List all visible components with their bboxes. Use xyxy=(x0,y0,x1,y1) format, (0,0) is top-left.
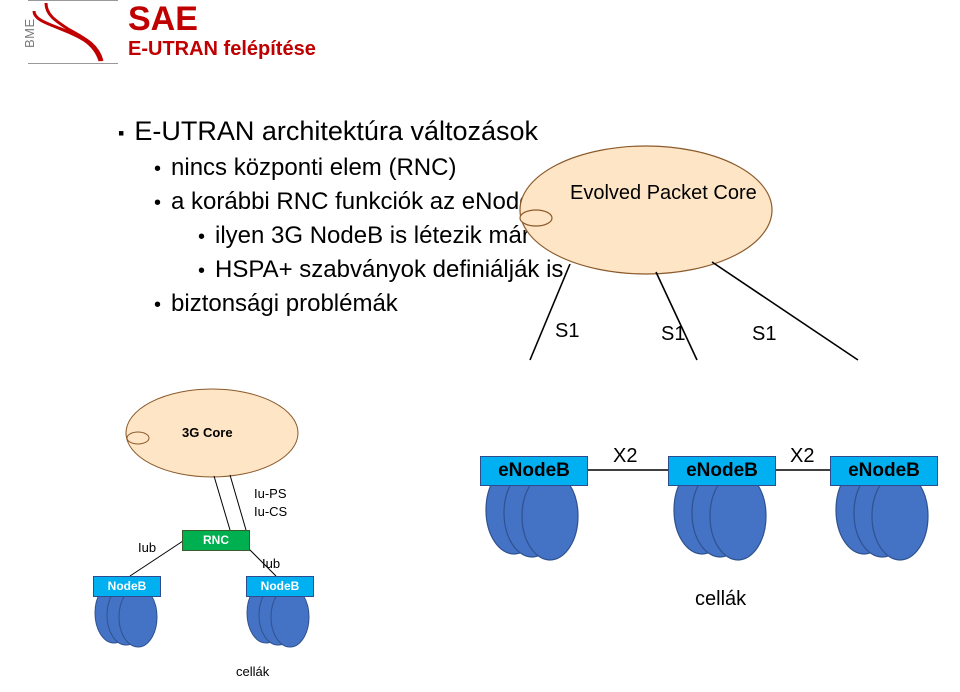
3gcore-label: 3G Core xyxy=(182,425,233,440)
cells-label-left: cellák xyxy=(236,664,269,679)
nodeb-box-1: NodeB xyxy=(246,576,314,597)
s1-label-c: S1 xyxy=(752,323,776,346)
bullet-l1a: •nincs központi elem (RNC) xyxy=(154,154,878,184)
logo-box xyxy=(28,0,118,64)
cells-label-right: cellák xyxy=(695,588,746,611)
iub-right-label: Iub xyxy=(262,556,280,571)
iub-left-label: Iub xyxy=(138,540,156,555)
s1-label-a: S1 xyxy=(555,320,579,343)
bullet-l2a: •ilyen 3G NodeB is létezik már xyxy=(198,222,878,252)
enodeb-box-1: eNodeB xyxy=(668,456,776,486)
page-subtitle: E-UTRAN felépítése xyxy=(128,38,316,61)
page-title: SAE xyxy=(128,2,316,36)
enodeb-box-0: eNodeB xyxy=(480,456,588,486)
content-block: ▪E-UTRAN architektúra változások •nincs … xyxy=(118,116,878,324)
iu-cs-label: Iu-CS xyxy=(254,504,287,519)
x2-label-b: X2 xyxy=(790,445,814,468)
bullet-l0: ▪E-UTRAN architektúra változások xyxy=(118,116,878,150)
bullet-l1b: •a korábbi RNC funkciók az eNodeB-ben xyxy=(154,188,878,218)
x2-label-a: X2 xyxy=(613,445,637,468)
bullet-l1c: •biztonsági problémák xyxy=(154,290,878,320)
nodeb-box-0: NodeB xyxy=(93,576,161,597)
title-block: SAE E-UTRAN felépítése xyxy=(128,2,316,61)
bullet-l2b: •HSPA+ szabványok definiálják is xyxy=(198,256,878,286)
s1-label-b: S1 xyxy=(661,323,685,346)
epc-label: Evolved Packet Core xyxy=(570,182,757,205)
iu-ps-label: Iu-PS xyxy=(254,486,287,501)
enodeb-box-2: eNodeB xyxy=(830,456,938,486)
rnc-box: RNC xyxy=(182,530,250,551)
